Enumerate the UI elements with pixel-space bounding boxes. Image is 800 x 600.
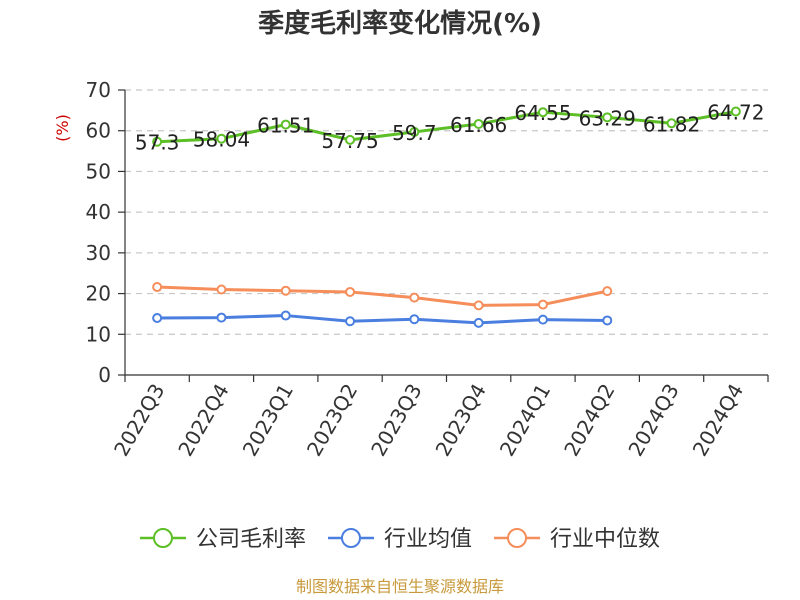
x-tick-label: 2023Q4: [431, 380, 491, 461]
data-point[interactable]: [152, 136, 163, 147]
y-tick-label: 60: [86, 119, 111, 143]
y-tick-labels: 0 10 20 30 40 50 60 70: [86, 78, 111, 387]
data-label: 59.7: [392, 121, 437, 145]
y-tick-label: 50: [86, 159, 111, 183]
series-group: [152, 106, 741, 328]
y-tick-label: 30: [86, 241, 111, 265]
series-1: [152, 310, 613, 328]
data-point[interactable]: [216, 312, 227, 323]
data-point[interactable]: [602, 112, 613, 123]
data-point[interactable]: [345, 286, 356, 297]
data-point[interactable]: [602, 315, 613, 326]
series-line: [157, 285, 608, 307]
legend-marker: [507, 528, 528, 548]
x-tick-label: 2022Q3: [109, 380, 169, 461]
data-point[interactable]: [666, 118, 677, 129]
y-tick-label: 70: [86, 78, 111, 102]
x-tick-labels: 2022Q3 2022Q4 2023Q1 2023Q2 2023Q3 2023Q4 2024…: [109, 380, 748, 461]
data-point[interactable]: [152, 313, 163, 323]
x-tick-label: 2024Q4: [688, 380, 748, 461]
data-label: 58.04: [193, 128, 250, 152]
x-tick-label: 2024Q2: [559, 380, 619, 461]
grid-lines: [125, 89, 768, 335]
legend-marker: [340, 528, 361, 548]
data-point[interactable]: [345, 316, 356, 327]
x-tick-label: 2023Q1: [238, 380, 298, 461]
data-point[interactable]: [409, 292, 420, 303]
data-point[interactable]: [345, 134, 356, 145]
legend-item[interactable]: 公司毛利率: [139, 527, 306, 552]
x-tick-label: 2023Q3: [366, 380, 426, 461]
y-axis-label: (%): [53, 114, 72, 142]
data-label: 63.29: [579, 106, 636, 130]
axes: [118, 89, 769, 382]
source-note: 制图数据来自恒生聚源数据库: [296, 577, 504, 596]
data-label: 61.51: [257, 114, 314, 138]
legend-label: 行业中位数: [550, 527, 660, 552]
data-point[interactable]: [216, 284, 227, 295]
data-label: 64.55: [514, 101, 571, 125]
data-point[interactable]: [152, 282, 163, 293]
data-point[interactable]: [537, 107, 548, 118]
data-point[interactable]: [280, 285, 291, 296]
data-point[interactable]: [730, 106, 741, 117]
data-point[interactable]: [216, 133, 227, 144]
data-label: 61.66: [450, 113, 507, 137]
data-labels: 57.3 58.04 61.51 57.75 59.7 61.66 64.55 63.29 61…: [135, 100, 765, 154]
data-point[interactable]: [409, 314, 420, 325]
data-label: 57.3: [135, 131, 180, 155]
y-tick-label: 0: [98, 363, 111, 387]
series-0: [152, 106, 741, 147]
legend-label: 行业均值: [384, 527, 472, 552]
chart-title: 季度毛利率变化情况(%): [258, 8, 542, 39]
series-2: [152, 282, 613, 311]
data-point[interactable]: [473, 317, 484, 328]
series-line: [157, 314, 608, 325]
y-tick-label: 20: [86, 282, 111, 306]
data-point[interactable]: [409, 126, 420, 137]
legend-label: 公司毛利率: [196, 527, 306, 552]
y-tick-label: 40: [86, 200, 111, 224]
data-label: 57.75: [321, 129, 378, 153]
y-tick-label: 10: [86, 322, 111, 346]
legend-item[interactable]: 行业均值: [327, 527, 472, 552]
legend[interactable]: 公司毛利率 行业均值 行业中位数: [139, 527, 660, 552]
series-line: [157, 110, 737, 144]
data-point[interactable]: [602, 286, 613, 297]
data-point[interactable]: [280, 119, 291, 130]
data-point[interactable]: [537, 299, 548, 310]
legend-marker: [152, 528, 173, 548]
data-point[interactable]: [537, 314, 548, 325]
legend-item[interactable]: 行业中位数: [494, 527, 660, 552]
data-label: 61.82: [643, 112, 700, 136]
data-point[interactable]: [473, 300, 484, 311]
x-tick-label: 2024Q3: [623, 380, 683, 461]
data-point[interactable]: [473, 118, 484, 129]
x-tick-label: 2023Q2: [302, 380, 362, 461]
x-tick-label: 2022Q4: [173, 380, 233, 461]
data-label: 64.72: [707, 100, 764, 124]
data-point[interactable]: [280, 310, 291, 321]
x-tick-label: 2024Q1: [495, 380, 555, 461]
